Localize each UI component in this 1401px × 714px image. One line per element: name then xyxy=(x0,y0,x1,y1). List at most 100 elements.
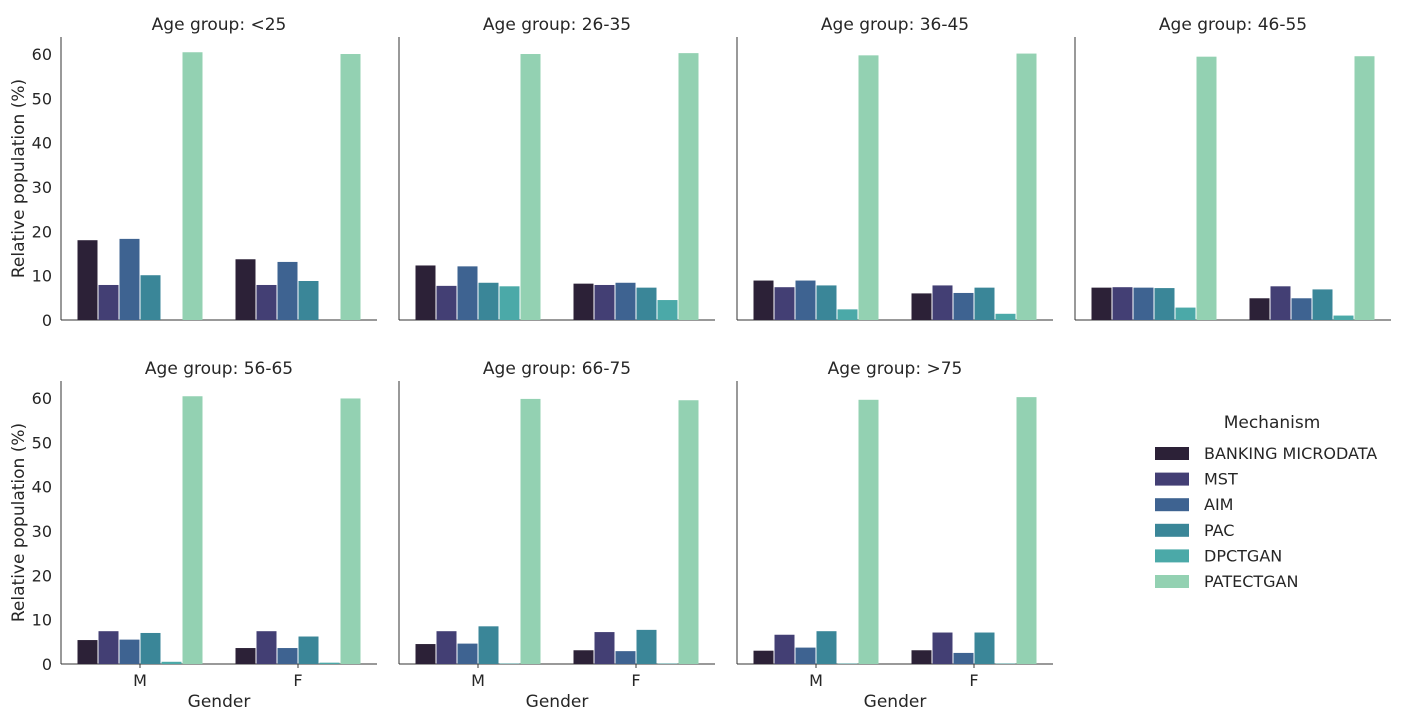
bar xyxy=(98,631,119,664)
bar xyxy=(1016,397,1037,664)
legend-swatch xyxy=(1155,523,1189,537)
bar xyxy=(1112,287,1133,320)
bar xyxy=(1270,286,1291,320)
bar xyxy=(298,280,319,320)
bar xyxy=(573,650,594,664)
bar xyxy=(795,647,816,664)
y-axis-label: Relative population (%) xyxy=(9,423,29,622)
bar xyxy=(1016,53,1037,321)
bar xyxy=(573,283,594,320)
bar xyxy=(774,634,795,664)
x-axis-label: Gender xyxy=(526,692,589,712)
y-tick-label: 10 xyxy=(32,611,52,630)
bar xyxy=(594,632,615,664)
facet-title: Age group: 46-55 xyxy=(1159,15,1307,35)
bar xyxy=(974,632,995,664)
y-axis-label: Relative population (%) xyxy=(9,79,29,278)
bar xyxy=(1175,307,1196,320)
y-tick-label: 30 xyxy=(32,178,52,197)
bar xyxy=(319,662,340,664)
legend-entry-label: DPCTGAN xyxy=(1204,546,1282,565)
facet-title: Age group: <25 xyxy=(152,15,287,35)
facet-panel: Age group: 26-35 xyxy=(398,15,715,321)
bar xyxy=(499,286,520,320)
y-tick-label: 40 xyxy=(32,134,52,153)
bar xyxy=(415,265,436,320)
bar xyxy=(774,287,795,320)
bar xyxy=(256,284,277,320)
bar xyxy=(932,285,953,320)
legend-entry-label: AIM xyxy=(1204,495,1233,514)
bar xyxy=(1291,298,1312,320)
bar xyxy=(837,309,858,320)
bar xyxy=(974,287,995,320)
legend-entry-label: PAC xyxy=(1204,521,1234,540)
bar xyxy=(457,266,478,320)
bar xyxy=(77,640,98,664)
bar xyxy=(436,631,457,664)
y-tick-label: 50 xyxy=(32,89,52,108)
bar xyxy=(953,292,974,320)
bar xyxy=(932,632,953,664)
bar xyxy=(657,300,678,320)
bar xyxy=(636,287,657,320)
bar xyxy=(816,285,837,320)
bar xyxy=(415,644,436,664)
legend-entry-label: BANKING MICRODATA xyxy=(1204,444,1377,463)
facet-title: Age group: >75 xyxy=(828,359,963,379)
facet-panel: Age group: 46-55 xyxy=(1074,15,1391,321)
y-tick-label: 40 xyxy=(32,478,52,497)
bar xyxy=(615,651,636,664)
bar xyxy=(678,53,699,321)
bar xyxy=(98,284,119,320)
facet-title: Age group: 26-35 xyxy=(483,15,631,35)
bar xyxy=(858,55,879,320)
bar xyxy=(235,648,256,664)
bar xyxy=(140,275,161,320)
x-axis-label: Gender xyxy=(864,692,927,712)
bar xyxy=(520,54,541,321)
bar xyxy=(858,399,879,664)
x-tick-label: F xyxy=(293,671,302,690)
bar xyxy=(795,280,816,320)
bar xyxy=(678,400,699,664)
bar xyxy=(457,643,478,664)
bar xyxy=(298,636,319,664)
x-tick-label: F xyxy=(631,671,640,690)
legend-entry-label: MST xyxy=(1204,470,1238,489)
y-tick-label: 20 xyxy=(32,222,52,241)
bar xyxy=(182,396,203,664)
bar xyxy=(636,629,657,664)
bar xyxy=(340,398,361,664)
legend-swatch xyxy=(1155,549,1189,563)
legend-entry-label: PATECTGAN xyxy=(1204,572,1298,591)
bar xyxy=(277,648,298,664)
y-tick-label: 20 xyxy=(32,566,52,585)
bar xyxy=(1196,56,1217,320)
bar xyxy=(277,261,298,320)
bar xyxy=(615,282,636,320)
bar xyxy=(1154,288,1175,320)
bar xyxy=(911,650,932,664)
bar xyxy=(478,282,499,320)
x-tick-label: F xyxy=(969,671,978,690)
y-tick-label: 0 xyxy=(42,655,52,674)
bar xyxy=(1333,315,1354,320)
x-axis-label: Gender xyxy=(188,692,251,712)
y-tick-label: 50 xyxy=(32,433,52,452)
bar xyxy=(1249,298,1270,320)
legend-swatch xyxy=(1155,447,1189,460)
facet-panel: Age group: 66-75 M F Gender xyxy=(398,359,715,712)
bar xyxy=(995,313,1016,320)
bar xyxy=(182,52,203,321)
facet-title: Age group: 66-75 xyxy=(483,359,631,379)
bar xyxy=(953,652,974,664)
bar xyxy=(140,632,161,664)
facet-title: Age group: 36-45 xyxy=(821,15,969,35)
x-tick-label: M xyxy=(809,671,823,690)
bar xyxy=(911,293,932,320)
bar xyxy=(119,639,140,664)
